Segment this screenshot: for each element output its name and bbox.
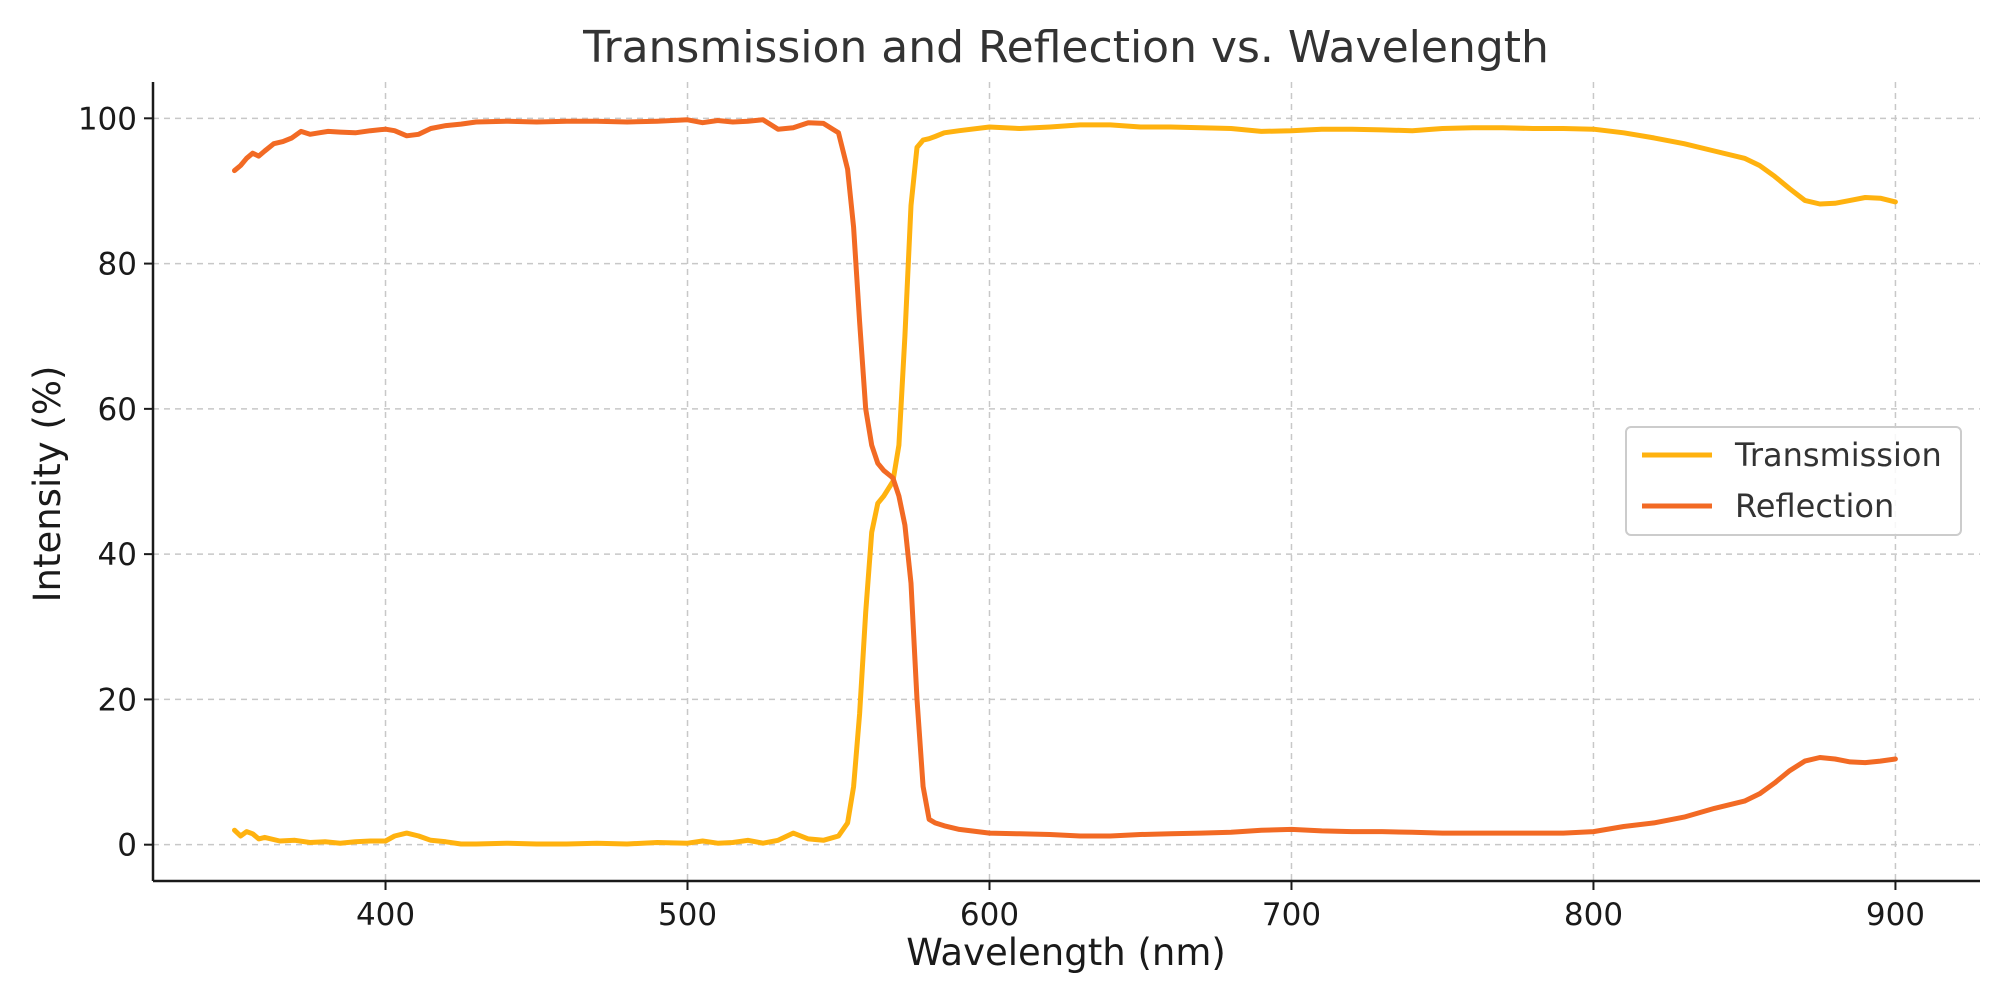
axes: 400 500 600 700 800 900 0 20 40 60 80 100 [78, 82, 1980, 933]
x-tick-label: 400 [356, 897, 415, 933]
chart-title: Transmission and Reflection vs. Waveleng… [582, 22, 1549, 73]
y-tick-label: 20 [98, 682, 137, 718]
x-tick-label: 800 [1564, 897, 1623, 933]
y-tick-label: 100 [78, 101, 137, 137]
x-tick-label: 700 [1262, 897, 1321, 933]
x-tick-label: 500 [658, 897, 717, 933]
x-tick-label: 900 [1866, 897, 1925, 933]
reflection-series-line [232, 117, 1898, 839]
y-tick-label: 60 [98, 392, 137, 428]
y-tick-label: 40 [98, 537, 137, 573]
legend-label-reflection: Reflection [1735, 487, 1894, 525]
x-tick-label: 600 [960, 897, 1019, 933]
y-tick-label: 80 [98, 247, 137, 283]
legend: Transmission Reflection [1625, 426, 1962, 536]
y-tick-label: 0 [117, 828, 137, 864]
series-layer [232, 117, 1898, 847]
legend-label-transmission: Transmission [1734, 436, 1942, 474]
x-axis-label: Wavelength (nm) [906, 931, 1226, 974]
y-axis-label: Intensity (%) [26, 366, 69, 603]
